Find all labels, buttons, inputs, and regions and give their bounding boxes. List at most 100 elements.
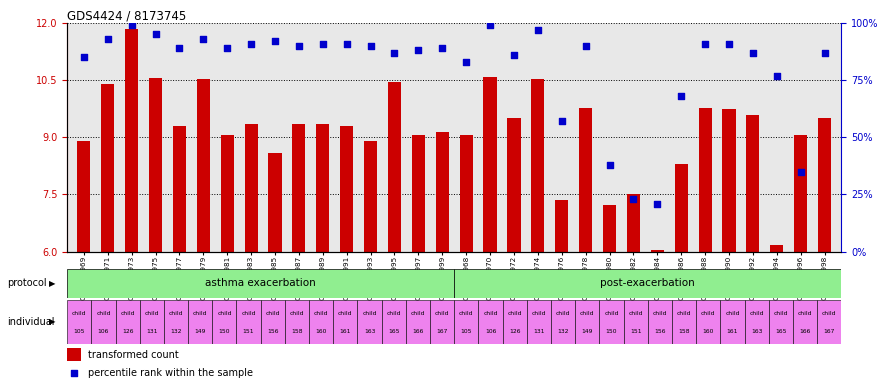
Point [77,54,91,60]
Text: 149: 149 [194,329,206,334]
Text: child: child [797,311,812,316]
Text: ▶: ▶ [49,279,55,288]
Point [816,50,831,56]
Bar [91,300,115,344]
Text: ▶: ▶ [49,317,55,326]
Bar [236,300,260,344]
Bar [453,269,840,298]
Text: 167: 167 [822,329,834,334]
Bar [460,136,472,252]
Text: child: child [266,311,280,316]
Point [673,93,687,99]
Point [148,31,163,38]
Bar [696,300,720,344]
Bar [478,300,502,344]
Point [602,162,616,168]
Bar [453,300,478,344]
Bar [483,77,496,252]
Point [554,118,569,124]
Bar [507,118,520,252]
Text: 161: 161 [726,329,738,334]
Bar [816,300,840,344]
Text: child: child [748,311,763,316]
Point [459,59,473,65]
Point [697,41,712,47]
Bar [650,250,663,252]
Text: child: child [434,311,449,316]
Text: 131: 131 [146,329,157,334]
Point [721,41,736,47]
Bar [148,78,162,252]
Text: child: child [338,311,352,316]
Point [506,52,520,58]
Bar [292,124,305,252]
Point [530,27,544,33]
Bar [221,136,233,252]
Text: child: child [193,311,207,316]
Bar [139,300,164,344]
Bar [435,132,448,252]
Point [387,50,401,56]
Point [793,169,807,175]
Point [649,200,663,207]
Bar [674,164,687,252]
Text: 131: 131 [533,329,544,334]
Text: 165: 165 [387,329,399,334]
Text: child: child [628,311,642,316]
Point [172,45,186,51]
Bar [125,29,138,252]
Text: child: child [145,311,159,316]
Text: child: child [821,311,836,316]
Text: 166: 166 [798,329,810,334]
Text: child: child [676,311,690,316]
Text: 163: 163 [750,329,762,334]
Point [578,43,592,49]
Point [220,45,234,51]
Point [434,45,449,51]
Bar [405,300,429,344]
Bar [554,200,568,252]
Bar [817,118,831,252]
Text: child: child [531,311,545,316]
Text: 156: 156 [654,329,665,334]
Text: post-exacerbation: post-exacerbation [600,278,695,288]
Bar [429,300,453,344]
Bar [67,300,91,344]
Text: 167: 167 [436,329,447,334]
Bar [357,300,381,344]
Text: transformed count: transformed count [89,349,179,359]
Bar [623,300,647,344]
Bar [599,300,623,344]
Text: child: child [96,311,111,316]
Bar [260,300,284,344]
Bar [527,300,551,344]
Point [196,36,210,42]
Bar [316,124,329,252]
Text: 150: 150 [218,329,230,334]
Bar [575,300,599,344]
Text: child: child [314,311,328,316]
Point [316,41,330,47]
Bar [188,300,212,344]
Text: 163: 163 [364,329,375,334]
Point [626,196,640,202]
Bar [721,109,735,252]
Point [100,36,114,42]
Point [244,41,258,47]
Text: child: child [241,311,256,316]
Bar [308,300,333,344]
Text: child: child [459,311,473,316]
Text: child: child [772,311,788,316]
Text: child: child [555,311,569,316]
Text: child: child [362,311,376,316]
Point [410,47,425,53]
Point [363,43,377,49]
Text: child: child [483,311,497,316]
Bar [411,136,425,252]
Bar [720,300,744,344]
Text: child: child [120,311,135,316]
Text: 160: 160 [702,329,713,334]
Bar [626,194,639,252]
Bar [67,348,80,361]
Bar [381,300,405,344]
